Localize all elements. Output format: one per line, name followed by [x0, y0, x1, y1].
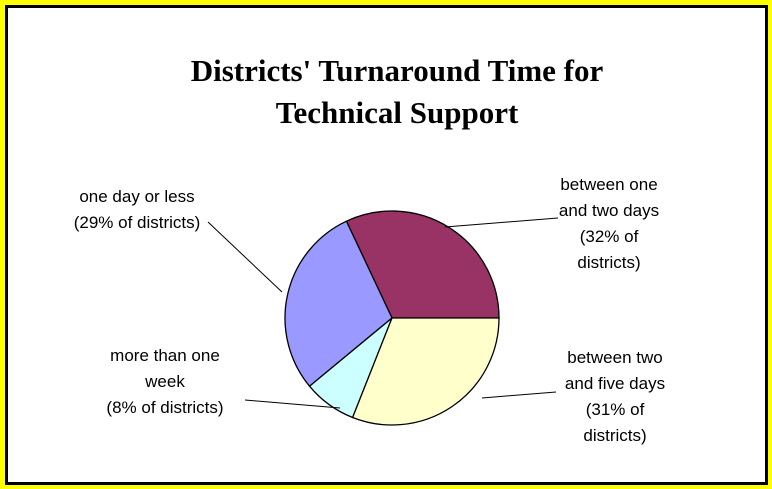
- leader-line: [444, 217, 559, 228]
- value-label: (31% of districts): [583, 400, 646, 445]
- pie-slice: [345, 210, 500, 319]
- value-label: (32% of districts): [577, 227, 640, 272]
- pie-slice: [284, 220, 393, 388]
- value-label: (8% of districts): [106, 398, 223, 417]
- slice-label: between two and five days: [565, 348, 665, 393]
- chart-title: Districts' Turnaround Time for: [191, 53, 604, 88]
- pie-slice: [351, 317, 500, 426]
- leader-line: [244, 399, 341, 409]
- leader-line: [481, 391, 557, 399]
- value-label: (29% of districts): [74, 213, 201, 232]
- slice-label: between one and two days: [559, 175, 659, 220]
- leader-line: [207, 221, 283, 293]
- slice-label: more than one week: [110, 346, 220, 391]
- chart-title: Technical Support: [276, 95, 519, 130]
- slice-label: one day or less: [79, 187, 194, 206]
